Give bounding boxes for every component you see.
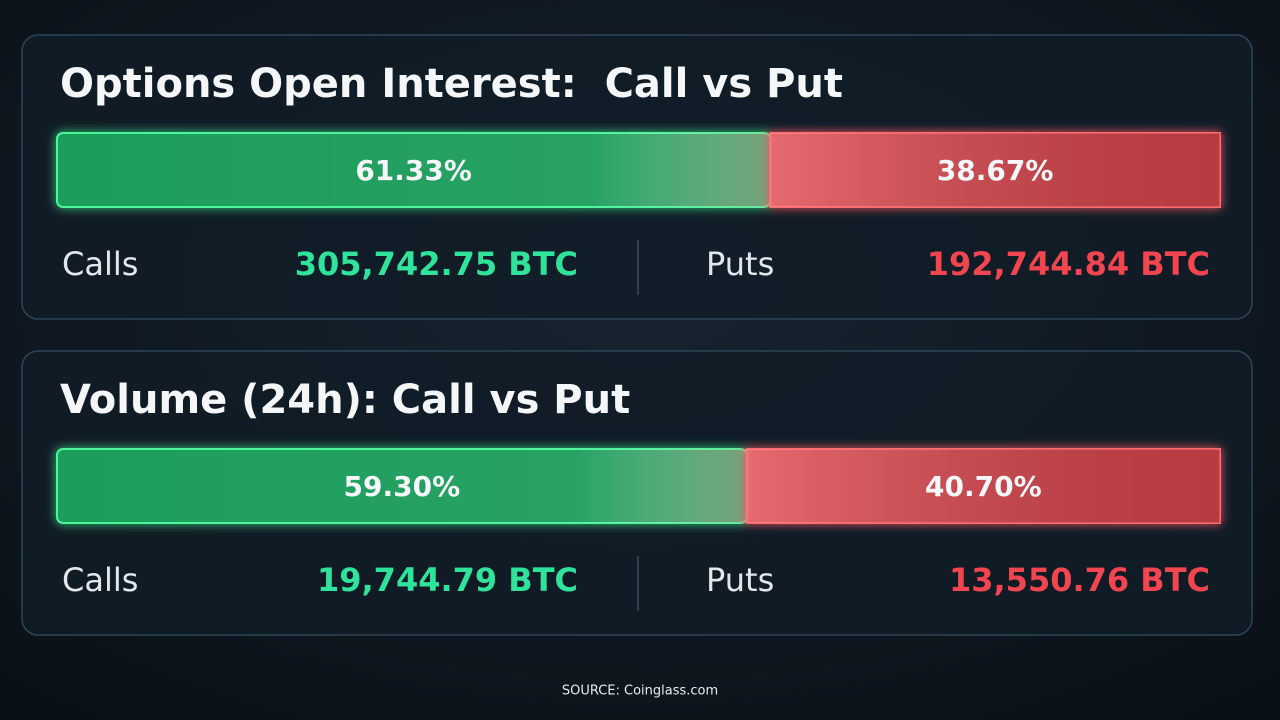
- bar-label: 59.30%: [344, 470, 461, 503]
- bar-segment-group: [745, 448, 1221, 524]
- bar-shade: [770, 133, 1220, 207]
- card-title: Volume (24h): Call vs Put: [60, 377, 630, 423]
- bar-segment-group: [56, 132, 772, 208]
- bar-label: 61.33%: [355, 154, 472, 187]
- bar-label: 40.70%: [925, 470, 1042, 503]
- bar-shade: [57, 449, 747, 523]
- series-amount: 192,744.84 BTC: [927, 245, 1210, 283]
- bar-segment-group: [769, 132, 1221, 208]
- series-name: Puts: [706, 245, 774, 283]
- bar-segment-group: [56, 448, 748, 524]
- series-name: Calls: [62, 561, 138, 599]
- bar-shade: [746, 449, 1220, 523]
- source: SOURCE: Coinglass.com: [562, 684, 718, 699]
- bar-label: 38.67%: [937, 154, 1054, 187]
- card-title: Options Open Interest: Call vs Put: [60, 61, 843, 107]
- series-name: Calls: [62, 245, 138, 283]
- series-amount: 19,744.79 BTC: [317, 561, 578, 599]
- series-amount: 13,550.76 BTC: [949, 561, 1210, 599]
- series-name: Puts: [706, 561, 774, 599]
- bar-shade: [57, 133, 771, 207]
- series-amount: 305,742.75 BTC: [295, 245, 578, 283]
